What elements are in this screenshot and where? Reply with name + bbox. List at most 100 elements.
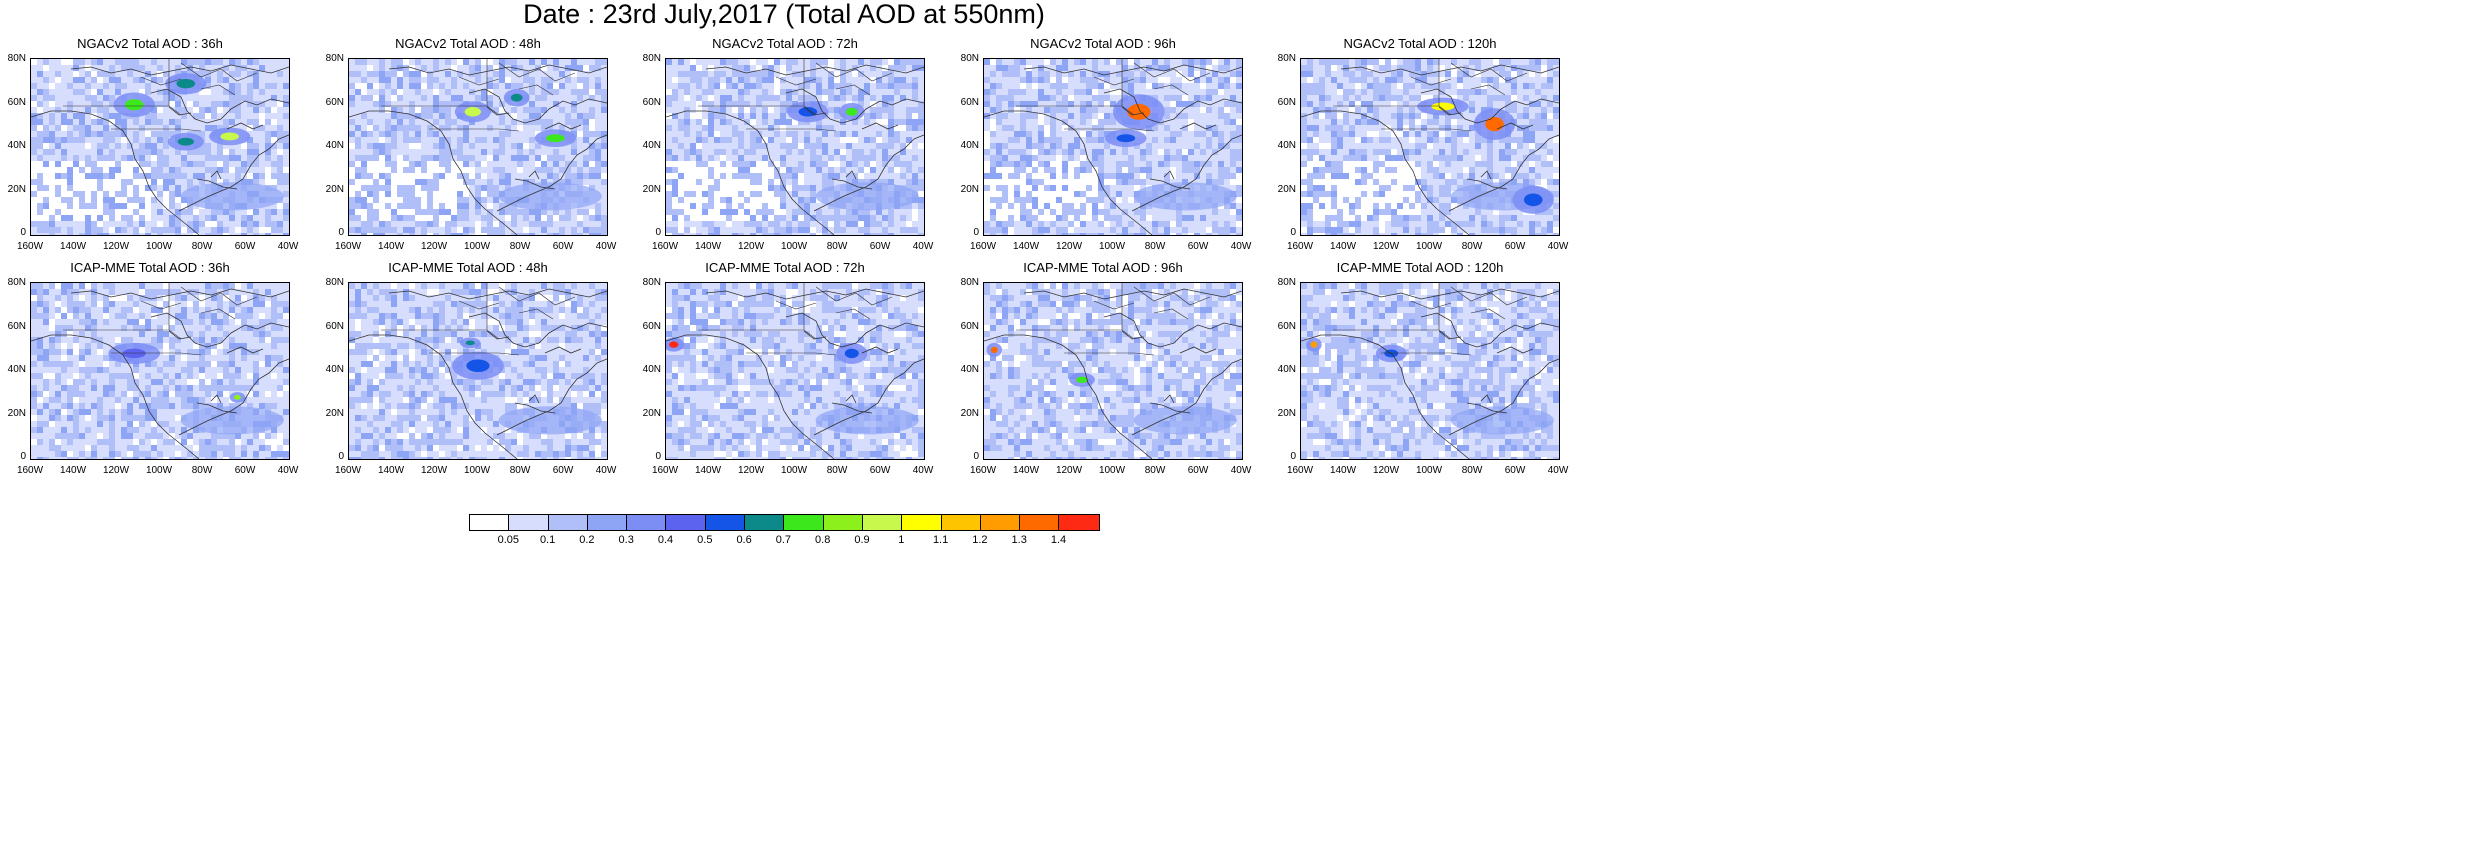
- latitude-label: 60N: [642, 96, 661, 108]
- longitude-label: 100W: [780, 465, 808, 476]
- longitude-label: 80W: [191, 465, 213, 476]
- latitude-label: 20N: [325, 183, 344, 195]
- longitude-label: 100W: [463, 241, 491, 252]
- longitude-label: 100W: [780, 241, 808, 252]
- colorbar-label: 1: [898, 534, 905, 546]
- latitude-label: 40N: [960, 140, 979, 151]
- longitude-label: 160W: [1286, 465, 1314, 476]
- longitude-label: 160W: [334, 465, 362, 476]
- longitude-label: 140W: [1012, 465, 1040, 476]
- aod-hotspot: [124, 99, 144, 111]
- colorbar-label: 0.4: [657, 534, 674, 546]
- longitude-label: 160W: [651, 465, 679, 476]
- aod-plume: [180, 406, 284, 435]
- longitude-label: 80W: [1461, 241, 1483, 252]
- map-panel: ICAP-MME Total AOD : 36h 80N 60N 40N 20N 0 160…: [0, 261, 300, 491]
- latitude-label: 20N: [325, 407, 344, 419]
- aod-plume: [1450, 406, 1554, 435]
- latitude-label: 80N: [642, 277, 661, 288]
- colorbar-swatch: [548, 515, 588, 530]
- latitude-label: 0: [1290, 451, 1296, 462]
- longitude-label: 120W: [420, 241, 448, 252]
- aod-map: [1300, 282, 1560, 460]
- colorbar-swatch: [941, 515, 981, 530]
- longitude-label: 60W: [869, 241, 891, 252]
- latitude-label: 80N: [1277, 277, 1296, 288]
- latitude-label: 20N: [960, 407, 979, 419]
- latitude-label: 60N: [1277, 96, 1296, 108]
- longitude-label: 160W: [651, 241, 679, 252]
- aod-hotspot: [1116, 134, 1136, 143]
- longitude-label: 120W: [420, 465, 448, 476]
- latitude-label: 60N: [960, 96, 979, 108]
- coastline: [458, 286, 576, 320]
- aod-hotspot: [1076, 376, 1088, 383]
- coastline: [349, 64, 607, 235]
- coastline: [1410, 286, 1528, 320]
- longitude-label: 120W: [1055, 241, 1083, 252]
- latitude-label: 80N: [960, 277, 979, 288]
- colorbar-label: 0.1: [539, 534, 556, 546]
- longitude-label: 120W: [1372, 241, 1400, 252]
- latitude-label: 60N: [7, 96, 26, 108]
- latitude-label: 0: [655, 451, 661, 462]
- aod-map: [30, 58, 290, 236]
- longitude-label: 40W: [912, 465, 934, 476]
- longitude-label: 60W: [552, 241, 574, 252]
- longitude-label: 140W: [377, 465, 405, 476]
- latitude-label: 40N: [1277, 364, 1296, 375]
- coastline: [666, 64, 924, 235]
- longitude-label: 60W: [869, 465, 891, 476]
- aod-hotspot: [1431, 102, 1455, 111]
- aod-hotspot: [1523, 193, 1543, 207]
- aod-hotspot: [1485, 116, 1504, 132]
- coastline: [984, 64, 1242, 235]
- coastline: [31, 64, 289, 235]
- longitude-label: 140W: [377, 241, 405, 252]
- aod-plume: [1133, 182, 1237, 211]
- coastline: [458, 62, 576, 96]
- colorbar-swatch: [1020, 515, 1060, 530]
- latitude-label: 20N: [642, 407, 661, 419]
- latitude-label: 40N: [1277, 140, 1296, 151]
- latitude-label: 60N: [960, 320, 979, 332]
- longitude-label: 100W: [1415, 241, 1443, 252]
- longitude-label: 40W: [595, 241, 617, 252]
- longitude-label: 60W: [1187, 241, 1209, 252]
- coastline: [31, 288, 289, 459]
- latitude-label: 80N: [325, 53, 344, 64]
- longitude-label: 120W: [102, 241, 130, 252]
- coastline: [984, 288, 1242, 459]
- colorbar-label: 0.05: [497, 534, 519, 546]
- longitude-label: 80W: [1144, 241, 1166, 252]
- longitude-label: 160W: [16, 465, 44, 476]
- latitude-label: 40N: [960, 364, 979, 375]
- coastline: [140, 62, 258, 96]
- aod-hotspot: [122, 348, 146, 359]
- longitude-label: 100W: [145, 465, 173, 476]
- longitude-label: 80W: [826, 465, 848, 476]
- longitude-label: 140W: [1329, 465, 1357, 476]
- colorbar-swatch: [784, 515, 824, 530]
- aod-hotspot: [844, 348, 859, 359]
- latitude-label: 0: [338, 227, 344, 238]
- aod-map: [665, 58, 925, 236]
- panel-title: ICAP-MME Total AOD : 72h: [705, 260, 865, 275]
- aod-plume: [498, 406, 602, 435]
- aod-hotspot: [466, 359, 490, 373]
- longitude-label: 80W: [826, 241, 848, 252]
- panel-title: NGACv2 Total AOD : 48h: [395, 36, 541, 51]
- longitude-label: 100W: [1098, 465, 1126, 476]
- latitude-label: 20N: [1277, 183, 1296, 195]
- latitude-label: 0: [655, 227, 661, 238]
- longitude-label: 120W: [1055, 465, 1083, 476]
- coastline: [1301, 64, 1559, 235]
- longitude-label: 100W: [1098, 241, 1126, 252]
- map-panel: NGACv2 Total AOD : 36h 80N 60N 40N 20N 0 160W 1…: [0, 37, 300, 267]
- aod-plume: [815, 406, 919, 435]
- colorbar-label: 0.8: [815, 534, 831, 546]
- latitude-label: 80N: [7, 277, 26, 288]
- colorbar-swatch: [980, 515, 1021, 530]
- aod-map: [983, 282, 1243, 460]
- aod-plume: [1133, 406, 1237, 435]
